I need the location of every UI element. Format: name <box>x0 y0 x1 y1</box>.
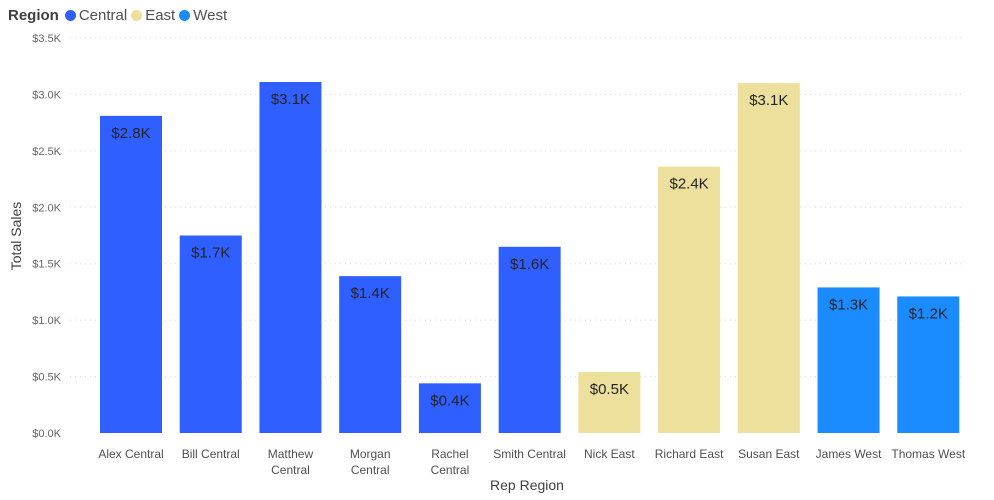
data-label: $1.6K <box>510 256 549 273</box>
legend-label-central: Central <box>78 6 128 24</box>
bar[interactable] <box>339 276 402 433</box>
legend-label-west: West <box>193 6 228 24</box>
bar[interactable] <box>179 235 242 434</box>
legend-title: Region <box>8 6 59 24</box>
legend-marker-east <box>131 9 143 21</box>
x-tick-label: Smith Central <box>493 447 566 461</box>
y-tick-label: $3.0K <box>32 89 61 101</box>
data-label: $2.4K <box>669 176 708 193</box>
y-axis-ticks: $0.0K $0.5K $1.0K $1.5K $2.0K $2.5K $3.0K $3.5K <box>32 33 61 440</box>
data-label: $2.8K <box>111 125 150 142</box>
x-tick-label: Nick East <box>584 447 635 461</box>
data-label: $1.7K <box>191 245 230 262</box>
data-label: $0.4K <box>430 392 469 409</box>
chart-legend: Region Central East West <box>8 5 231 25</box>
x-tick-label: Susan East <box>738 447 800 461</box>
legend-item-west[interactable]: West <box>179 7 227 24</box>
x-tick-label: Alex Central <box>98 447 163 461</box>
bar[interactable] <box>737 83 800 434</box>
data-label: $0.5K <box>590 381 629 398</box>
x-tick-label: Rachel <box>431 447 468 461</box>
data-labels: $2.8K $1.7K $3.1K $1.4K $0.4K $1.6K $0.5K $2.4K… <box>111 91 947 409</box>
x-tick-label: Richard East <box>655 447 724 461</box>
legend-marker-west <box>179 9 191 21</box>
x-tick-label: James West <box>816 447 882 461</box>
y-tick-label: $0.0K <box>32 428 61 440</box>
legend-label-east: East <box>145 6 176 24</box>
bar[interactable] <box>259 82 322 433</box>
y-tick-label: $3.5K <box>32 33 61 45</box>
bar[interactable] <box>897 296 960 433</box>
bar[interactable] <box>418 383 481 433</box>
legend-item-east[interactable]: East <box>131 7 175 24</box>
x-tick-label: Central <box>351 463 390 477</box>
y-tick-label: $1.5K <box>32 259 61 271</box>
bar[interactable] <box>100 115 162 433</box>
data-label: $3.1K <box>749 92 788 109</box>
data-label: $1.3K <box>829 296 868 313</box>
data-label: $1.2K <box>909 305 948 322</box>
bar[interactable] <box>578 372 641 433</box>
x-tick-label: Central <box>431 463 470 477</box>
x-axis-title: Rep Region <box>490 477 564 493</box>
bar[interactable] <box>817 287 880 433</box>
x-tick-label: Thomas West <box>891 447 965 461</box>
bar[interactable] <box>498 246 561 433</box>
x-tick-label: Matthew <box>268 447 314 461</box>
bar[interactable] <box>658 166 721 433</box>
data-label: $3.1K <box>271 91 310 108</box>
y-tick-label: $0.5K <box>32 372 61 384</box>
bars <box>100 82 960 434</box>
x-tick-label: Central <box>271 463 310 477</box>
x-tick-label: Bill Central <box>182 447 240 461</box>
y-tick-label: $2.0K <box>32 202 61 214</box>
y-tick-label: $2.5K <box>32 146 61 158</box>
data-label: $1.4K <box>351 285 390 302</box>
legend-marker-central <box>64 9 76 21</box>
x-axis-ticks: Alex Central Bill Central Matthew Central Mo… <box>98 447 966 477</box>
legend-item-central[interactable]: Central <box>64 6 128 24</box>
x-tick-label: Morgan <box>350 447 391 461</box>
y-axis-title: Total Sales <box>8 202 24 270</box>
y-tick-label: $1.0K <box>32 315 61 327</box>
